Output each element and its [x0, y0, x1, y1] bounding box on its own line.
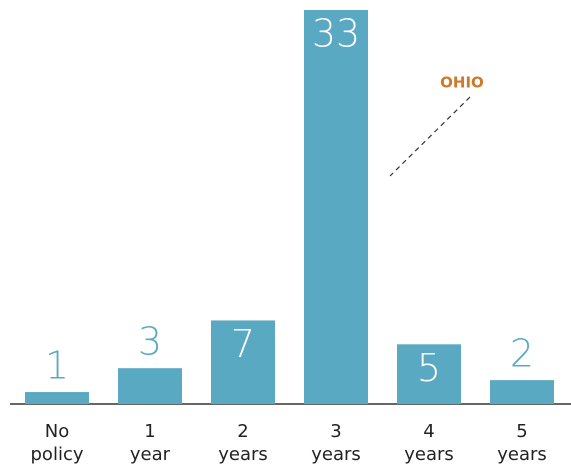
bar: [397, 344, 461, 404]
bar: [490, 380, 554, 404]
x-tick-label: 2 years: [218, 421, 268, 465]
value-label: 7: [231, 322, 255, 366]
x-tick-label: 1 year: [130, 421, 171, 465]
value-label: 1: [45, 344, 69, 388]
x-tick-label: 5 years: [497, 421, 547, 465]
bar: [25, 392, 89, 404]
value-label: 2: [510, 332, 534, 376]
value-label: 3: [138, 320, 162, 364]
bar: [304, 10, 368, 404]
x-tick-label: 3 years: [311, 421, 361, 465]
bar: [211, 320, 275, 404]
x-tick-label: 4 years: [404, 421, 454, 465]
annotation-line: [389, 96, 471, 177]
x-tick-label: No policy: [31, 421, 84, 465]
annotation: OHIO: [440, 74, 484, 92]
value-label: 33: [312, 12, 360, 56]
bar: [118, 368, 182, 404]
value-label: 5: [417, 346, 441, 390]
